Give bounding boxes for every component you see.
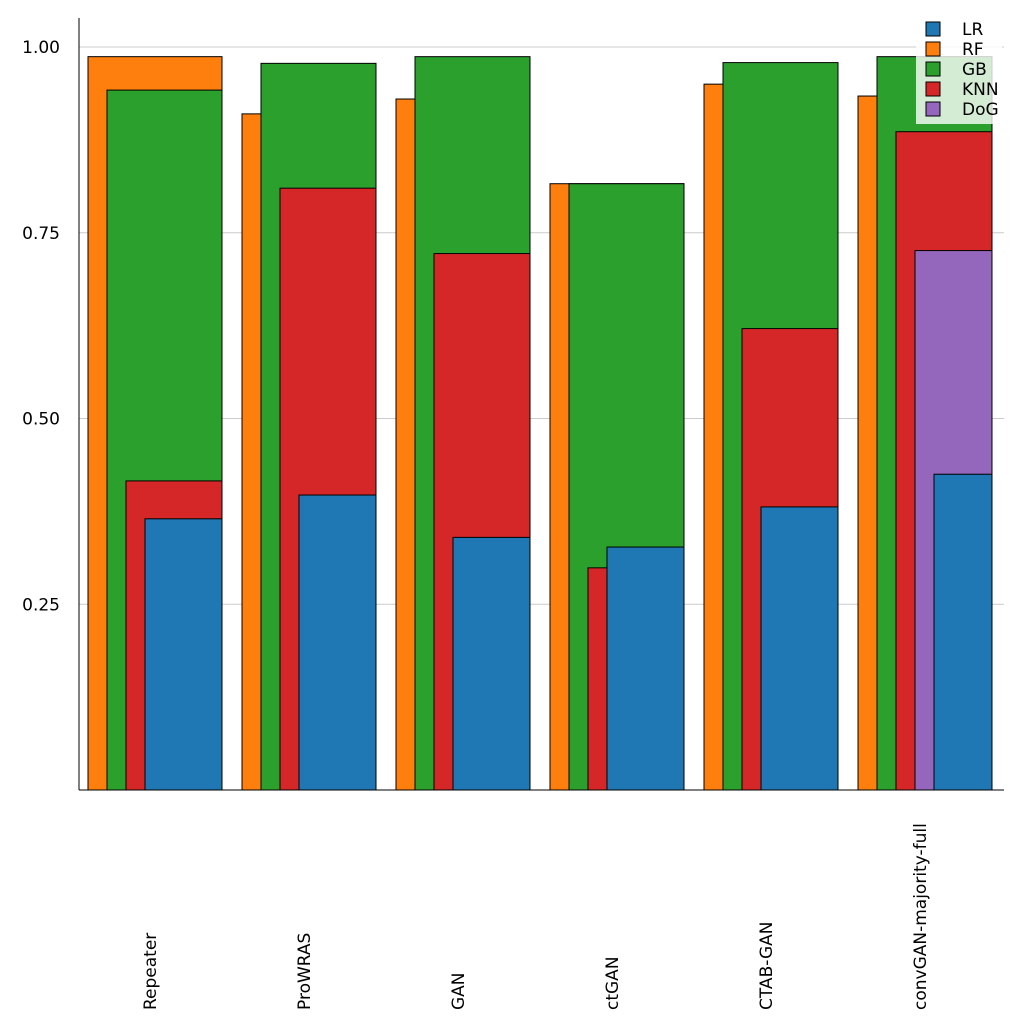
y-tick-label: 0.50 [22,410,60,430]
x-tick-label: GAN [449,972,469,1010]
bar-lr-3 [606,546,685,791]
grid-lines [79,46,1004,605]
axes [78,18,1004,791]
legend-label-rf: RF [962,40,984,60]
legend-swatch-rf [925,41,941,57]
x-tick-labels: Repeater ProWRAS GAN ctGAN CTAB-GAN convGAN-m… [141,823,931,1010]
bar-lr-4 [760,506,839,791]
y-tick-label: 1.00 [22,38,60,58]
bar-lr-5 [933,473,993,791]
legend-label-dog: DoG [962,100,999,120]
x-tick-label: ProWRAS [295,933,315,1010]
legend-swatch-dog [925,101,941,117]
x-tick-label: convGAN-majority-full [911,823,931,1010]
legend-swatch-lr [925,21,941,37]
legend-label-lr: LR [962,20,983,40]
bar-lr-2 [452,536,531,791]
x-tick-label: Repeater [141,933,161,1010]
y-tick-label: 0.25 [22,595,60,615]
legend-swatch-knn [925,81,941,97]
y-tick-label: 0.75 [22,224,60,244]
legend-swatch-gb [925,61,941,77]
y-tick-labels: 0.25 0.50 0.75 1.00 [22,38,60,615]
legend-label-gb: GB [962,60,987,80]
x-tick-label: CTAB-GAN [757,921,777,1010]
x-tick-label: ctGAN [603,956,623,1010]
bar-lr-1 [298,494,377,791]
bar-lr-0 [144,518,223,791]
bars [87,56,993,791]
legend-label-knn: KNN [962,80,999,100]
